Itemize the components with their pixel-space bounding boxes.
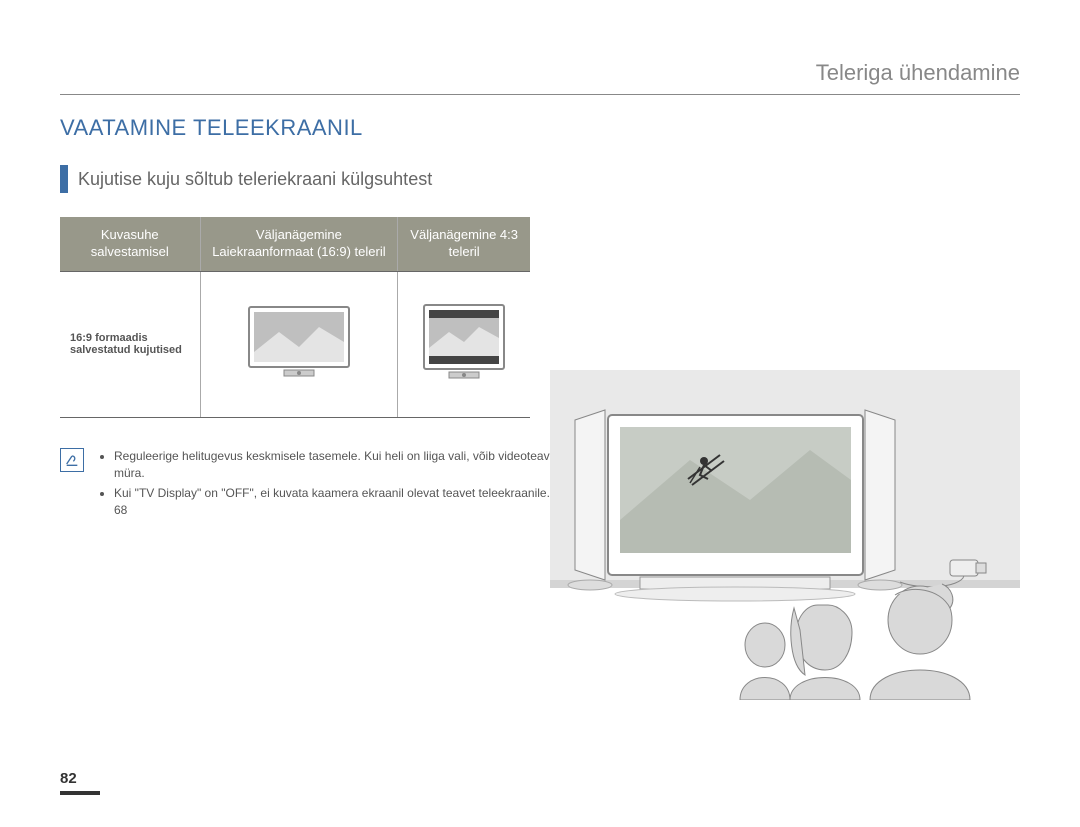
aspect-ratio-table: Kuvasuhe salvestamisel Väljanägemine Lai… xyxy=(60,217,530,418)
sub-heading: Kujutise kuju sõltub teleriekraani külgs… xyxy=(78,169,432,190)
page-number: 82 xyxy=(60,770,100,795)
table-header-col1: Kuvasuhe salvestamisel xyxy=(60,217,200,271)
table-cell-wide-tv xyxy=(200,271,398,417)
table-row-label: 16:9 formaadis salvestatud kujutised xyxy=(60,271,200,417)
table-header-col2: Väljanägemine Laiekraanformaat (16:9) te… xyxy=(200,217,398,271)
notes-block: Reguleerige helitugevus keskmisele tasem… xyxy=(60,448,620,523)
note-item: Kui "TV Display" on "OFF", ei kuvata kaa… xyxy=(114,485,620,519)
note-icon xyxy=(60,448,84,472)
family-tv-illustration xyxy=(550,370,1020,700)
table-header-col3: Väljanägemine 4:3 teleril xyxy=(398,217,530,271)
section-title: VAATAMINE TELEEKRAANIL xyxy=(60,115,1020,141)
chapter-title: Teleriga ühendamine xyxy=(60,60,1020,95)
tv-43-icon xyxy=(419,302,509,387)
accent-bar xyxy=(60,165,68,193)
note-item: Reguleerige helitugevus keskmisele tasem… xyxy=(114,448,620,482)
tv-wide-icon xyxy=(244,302,354,387)
table-row: 16:9 formaadis salvestatud kujutised xyxy=(60,271,530,417)
table-cell-43-tv xyxy=(398,271,530,417)
